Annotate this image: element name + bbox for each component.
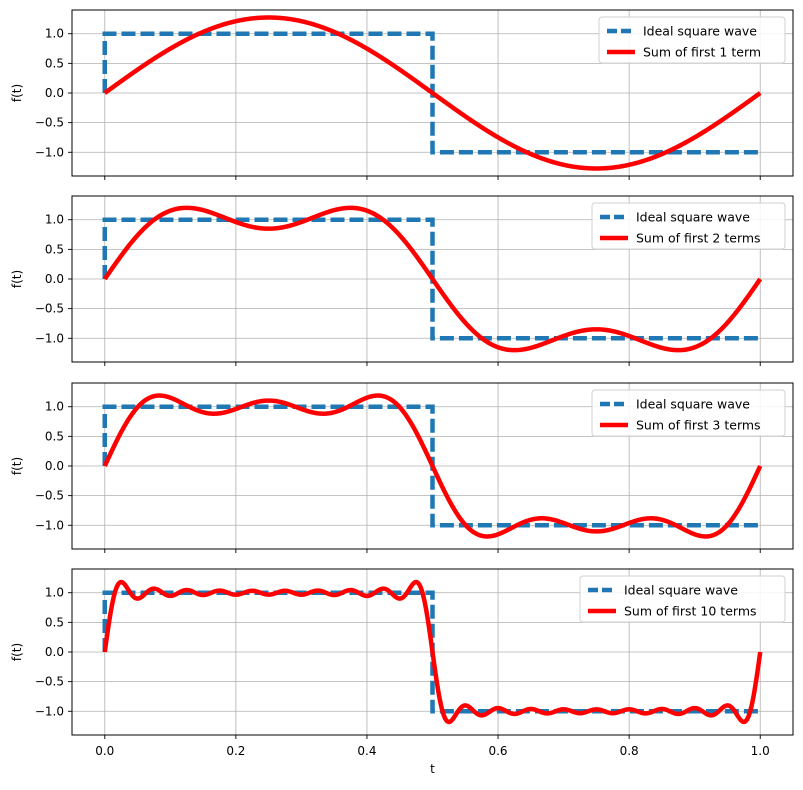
legend-box <box>598 16 786 64</box>
y-tick-label: −1.0 <box>35 704 64 718</box>
y-tick-label: −1.0 <box>35 518 64 532</box>
y-axis-label: f(t) <box>10 457 24 475</box>
legend-entry-label: Ideal square wave <box>624 583 738 598</box>
series-line-fourier-sum <box>102 393 763 539</box>
y-tick-label: 0.5 <box>45 242 64 256</box>
subplot-1: −1.0 −0.5 0.0 0.5 1.0 f(t) Ideal square wave Su… <box>10 9 794 180</box>
y-tick-label: −1.0 <box>35 145 64 159</box>
series-line-fourier-sum <box>103 15 762 171</box>
legend: Ideal square wave Sum of first 2 terms <box>591 202 786 250</box>
series-line-square-wave <box>102 404 761 528</box>
subplot-4: 0.0 0.2 0.4 0.6 0.8 1.0 −1.0 −0.5 0.0 0.5 1.0 f(t) t… <box>10 568 794 776</box>
series-line-square-wave <box>102 217 761 341</box>
legend: Ideal square wave Sum of first 1 term <box>598 16 786 64</box>
series-line-square-wave <box>102 31 761 155</box>
legend-entry-label: Ideal square wave <box>643 24 757 39</box>
legend-entry-label: Ideal square wave <box>636 397 750 412</box>
legend-box <box>591 389 786 437</box>
x-axis-label: t <box>430 762 435 776</box>
y-tick-label: 0.0 <box>45 645 64 659</box>
y-axis-label: f(t) <box>10 84 24 102</box>
series-line-fourier-sum <box>102 579 763 725</box>
y-tick-label: 1.0 <box>45 213 64 227</box>
y-tick-label: 0.0 <box>45 459 64 473</box>
y-tick-label: 0.0 <box>45 86 64 100</box>
subplot-2: −1.0 −0.5 0.0 0.5 1.0 f(t) Ideal square wave Su… <box>10 195 794 366</box>
x-tick-label: 0.2 <box>226 744 245 758</box>
x-tick-label: 0.8 <box>620 744 639 758</box>
y-tick-label: 0.0 <box>45 272 64 286</box>
y-tick-label: 0.5 <box>45 615 64 629</box>
legend-entry-label: Ideal square wave <box>636 210 750 225</box>
y-axis-label: f(t) <box>10 270 24 288</box>
y-tick-label: −0.5 <box>35 116 64 130</box>
y-tick-label: 1.0 <box>45 586 64 600</box>
y-axis-label: f(t) <box>10 643 24 661</box>
legend-box <box>591 202 786 250</box>
legend-entry-label: Sum of first 10 terms <box>624 604 757 619</box>
y-tick-label: −0.5 <box>35 302 64 316</box>
legend: Ideal square wave Sum of first 10 terms <box>579 575 786 623</box>
x-tick-label: 0.6 <box>488 744 507 758</box>
y-tick-label: −0.5 <box>35 675 64 689</box>
legend: Ideal square wave Sum of first 3 terms <box>591 389 786 437</box>
legend-entry-label: Sum of first 1 term <box>643 45 761 60</box>
y-tick-label: 1.0 <box>45 27 64 41</box>
x-tick-label: 1.0 <box>751 744 770 758</box>
x-tick-label: 0.0 <box>95 744 114 758</box>
y-tick-label: −0.5 <box>35 489 64 503</box>
y-tick-label: 0.5 <box>45 429 64 443</box>
y-tick-label: 1.0 <box>45 400 64 414</box>
subplot-3: −1.0 −0.5 0.0 0.5 1.0 f(t) Ideal square wave Su… <box>10 382 794 553</box>
y-tick-label: −1.0 <box>35 331 64 345</box>
series-line-fourier-sum <box>102 205 763 353</box>
x-tick-label: 0.4 <box>357 744 376 758</box>
legend-entry-label: Sum of first 2 terms <box>636 231 761 246</box>
legend-box <box>579 575 786 623</box>
y-tick-label: 0.5 <box>45 56 64 70</box>
legend-entry-label: Sum of first 3 terms <box>636 418 761 433</box>
